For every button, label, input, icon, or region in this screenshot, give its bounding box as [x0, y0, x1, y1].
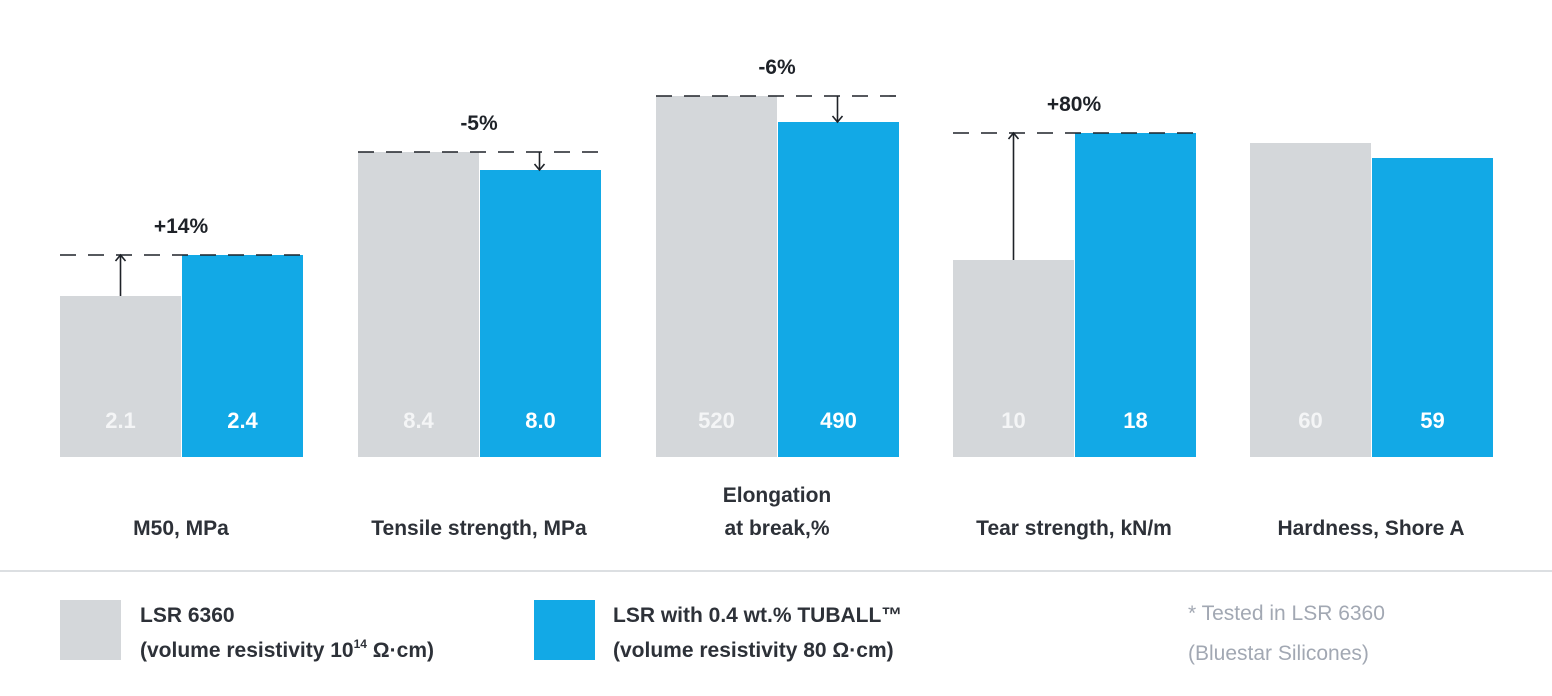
- footnote-line2: (Bluestar Silicones): [1188, 642, 1369, 665]
- bar: [480, 170, 601, 457]
- legend-sublabel-tuball: (volume resistivity 80 Ω·cm): [613, 639, 894, 662]
- category-label: at break,%: [724, 517, 829, 540]
- bar: [1372, 158, 1493, 457]
- bar: [358, 152, 479, 457]
- category-label: M50, MPa: [133, 517, 229, 540]
- value-label: 60: [1298, 408, 1322, 433]
- bar: [953, 260, 1074, 457]
- arrow-head-icon: [114, 253, 127, 262]
- bar: [1075, 133, 1196, 457]
- value-label: 2.1: [105, 408, 136, 433]
- bar: [182, 255, 303, 457]
- change-label: -5%: [460, 112, 498, 135]
- footnote-line1: * Tested in LSR 6360: [1188, 602, 1385, 625]
- change-label: +80%: [1047, 93, 1102, 116]
- arrow-head-icon: [831, 115, 844, 124]
- arrow-head-icon: [533, 163, 546, 172]
- value-label: 520: [698, 408, 735, 433]
- category-label: Elongation: [723, 484, 832, 507]
- category-label: Hardness, Shore A: [1277, 517, 1464, 540]
- legend-label-tuball: LSR with 0.4 wt.% TUBALL™: [613, 604, 902, 627]
- legend-sublabel-base: (volume resistivity 1014 Ω·cm): [140, 637, 434, 662]
- value-label: 10: [1001, 408, 1025, 433]
- bar: [1250, 143, 1371, 457]
- bar: [778, 122, 899, 457]
- legend-label-base: LSR 6360: [140, 604, 235, 627]
- category-label: Tear strength, kN/m: [976, 517, 1172, 540]
- arrow-head-icon: [1007, 131, 1020, 140]
- bar: [656, 96, 777, 457]
- category-label: Tensile strength, MPa: [371, 517, 587, 540]
- change-label: -6%: [758, 56, 796, 79]
- change-label: +14%: [154, 215, 209, 238]
- value-label: 8.4: [403, 408, 434, 433]
- value-label: 59: [1420, 408, 1444, 433]
- bar: [60, 296, 181, 457]
- value-label: 490: [820, 408, 857, 433]
- value-label: 18: [1123, 408, 1147, 433]
- value-label: 2.4: [227, 408, 258, 433]
- legend-swatch-base: [60, 600, 121, 660]
- legend-swatch-tuball: [534, 600, 595, 660]
- value-label: 8.0: [525, 408, 556, 433]
